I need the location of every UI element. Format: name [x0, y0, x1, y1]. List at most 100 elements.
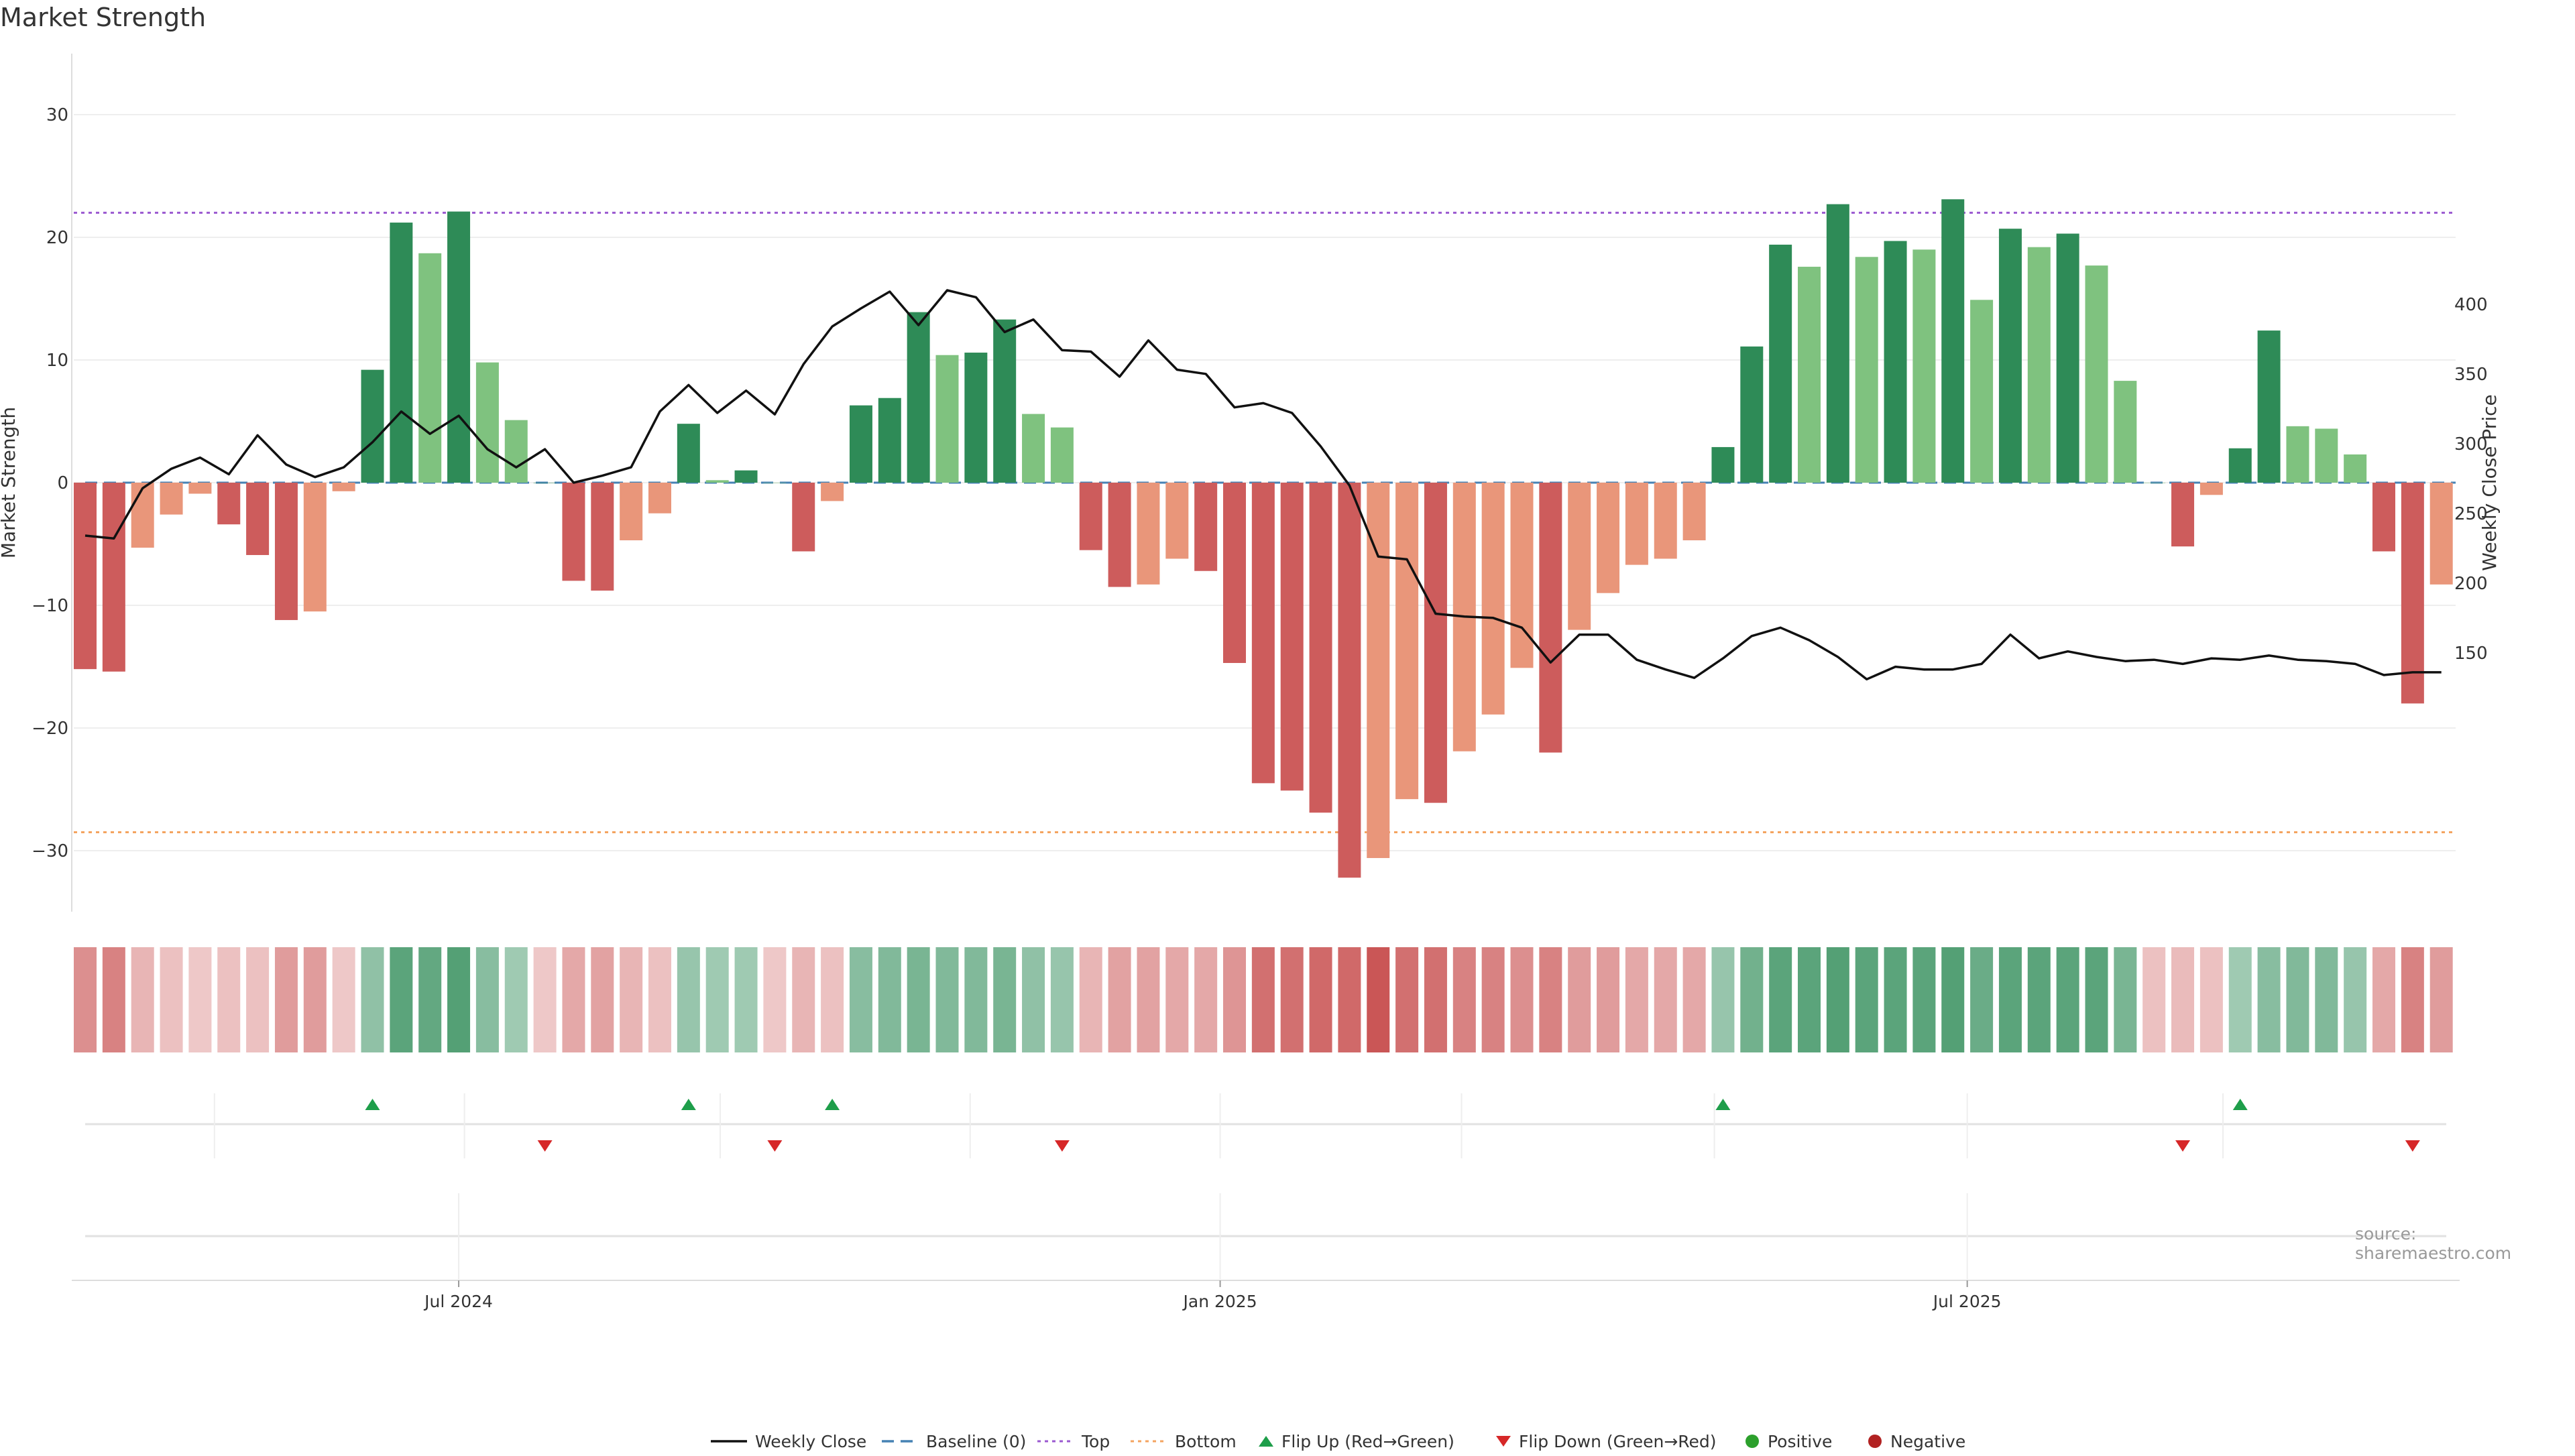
heat-cell — [1367, 947, 1390, 1052]
heat-cell — [217, 947, 241, 1052]
y2-tick-label: 300 — [2454, 434, 2488, 454]
heat-cell — [1941, 947, 1965, 1052]
heat-cell — [1510, 947, 1534, 1052]
heat-cell — [303, 947, 327, 1052]
legend-label: Bottom — [1175, 1431, 1237, 1451]
strength-bar — [390, 223, 413, 483]
flip-up-legend-icon — [1257, 1434, 1281, 1449]
strength-bar — [1481, 483, 1505, 715]
heat-cell — [418, 947, 442, 1052]
strength-bar — [2315, 428, 2338, 483]
strength-bars — [74, 199, 2453, 878]
heat-cell — [1194, 947, 1218, 1052]
flip-up-marker — [365, 1099, 380, 1110]
strength-bar — [160, 483, 183, 515]
positive-legend-icon — [1743, 1434, 1768, 1449]
heat-cell — [878, 947, 901, 1052]
weekly-close-line — [84, 289, 2442, 681]
legend-label: Positive — [1768, 1431, 1833, 1451]
flip-up-marker — [825, 1099, 840, 1110]
y2-tick-label: 200 — [2454, 574, 2488, 594]
heat-cell — [2344, 947, 2367, 1052]
y-tick-label: −30 — [32, 841, 68, 861]
heat-cell — [1079, 947, 1102, 1052]
legend-item-flip-down[interactable]: Flip Down (Green→Red) — [1495, 1427, 1717, 1456]
y-tick-label: −20 — [32, 719, 68, 739]
strength-bar — [1280, 483, 1304, 791]
legend-item-top[interactable]: Top — [1036, 1427, 1110, 1456]
heat-cell — [1568, 947, 1591, 1052]
x-tick-label: Jan 2025 — [1182, 1292, 1257, 1311]
heat-cell — [1165, 947, 1189, 1052]
strength-bar — [1970, 300, 1994, 483]
heat-cell — [1395, 947, 1419, 1052]
heat-cell — [1050, 947, 1074, 1052]
heat-cell — [160, 947, 183, 1052]
chart-legend: Weekly Close Baseline (0) Top Bottom Flip Up… — [0, 1427, 2575, 1456]
negative-legend-icon — [1866, 1434, 1890, 1449]
heat-cell — [763, 947, 787, 1052]
strength-bar — [2171, 483, 2195, 547]
heat-cell — [504, 947, 528, 1052]
heat-cell — [1251, 947, 1275, 1052]
x-tick-label: Jul 2025 — [1932, 1292, 2002, 1311]
x-tick-label: Jul 2024 — [423, 1292, 493, 1311]
heat-cell — [792, 947, 815, 1052]
legend-item-positive[interactable]: Positive — [1743, 1427, 1832, 1456]
heat-cell — [2401, 947, 2424, 1052]
strength-bar — [648, 483, 671, 513]
y2-tick-label: 250 — [2454, 504, 2488, 524]
legend-label: Flip Up (Red→Green) — [1281, 1431, 1454, 1451]
heat-cell — [1539, 947, 1562, 1052]
heat-cell — [1137, 947, 1160, 1052]
heat-cell — [2286, 947, 2309, 1052]
strength-bar — [878, 398, 901, 483]
heat-cell — [1740, 947, 1764, 1052]
y2-tick-label: 400 — [2454, 295, 2488, 315]
heat-cell — [705, 947, 729, 1052]
legend-label: Weekly Close — [755, 1431, 867, 1451]
strength-bar — [1998, 229, 2022, 483]
heat-cell — [562, 947, 585, 1052]
strength-bar — [792, 483, 815, 552]
strength-bar — [447, 211, 471, 483]
strength-bar — [1711, 446, 1735, 483]
heat-cell — [390, 947, 413, 1052]
heat-cell — [361, 947, 384, 1052]
heat-cell — [246, 947, 270, 1052]
strength-bar — [562, 483, 585, 581]
heat-cell — [2315, 947, 2338, 1052]
strength-bar — [2114, 381, 2137, 483]
legend-item-flip-up[interactable]: Flip Up (Red→Green) — [1257, 1427, 1454, 1456]
flip-down-marker — [2175, 1140, 2191, 1152]
heat-cell — [1309, 947, 1332, 1052]
y-tick-label: −10 — [32, 596, 68, 616]
strength-bar — [1855, 257, 1878, 483]
heat-cell — [1682, 947, 1706, 1052]
heat-cell — [2114, 947, 2137, 1052]
strength-bar — [2344, 454, 2367, 483]
strength-bar — [1941, 199, 1965, 483]
heat-cell — [2085, 947, 2108, 1052]
strength-bar — [303, 483, 327, 612]
strength-axes: −30 −20 −10 0 10 20 30 150 200 250 300 350 400 — [32, 54, 2488, 912]
heat-cell — [2228, 947, 2252, 1052]
heat-cell — [1424, 947, 1447, 1052]
strength-bar — [849, 405, 872, 483]
source-credit: source: sharemaestro.com — [2355, 1224, 2512, 1263]
heat-cell — [1597, 947, 1620, 1052]
legend-item-bottom[interactable]: Bottom — [1129, 1427, 1237, 1456]
legend-item-negative[interactable]: Negative — [1866, 1427, 1965, 1456]
legend-item-baseline[interactable]: Baseline (0) — [880, 1427, 1026, 1456]
heat-cell — [1452, 947, 1476, 1052]
heat-cell — [102, 947, 125, 1052]
momentum-heat-strip — [74, 947, 2453, 1052]
heat-cell — [907, 947, 930, 1052]
heat-cell — [188, 947, 212, 1052]
bottom-legend-icon — [1129, 1435, 1175, 1448]
legend-item-weekly-close[interactable]: Weekly Close — [709, 1427, 866, 1456]
heat-cell — [620, 947, 643, 1052]
strength-bar — [2372, 483, 2395, 552]
strength-bar — [1338, 483, 1361, 878]
